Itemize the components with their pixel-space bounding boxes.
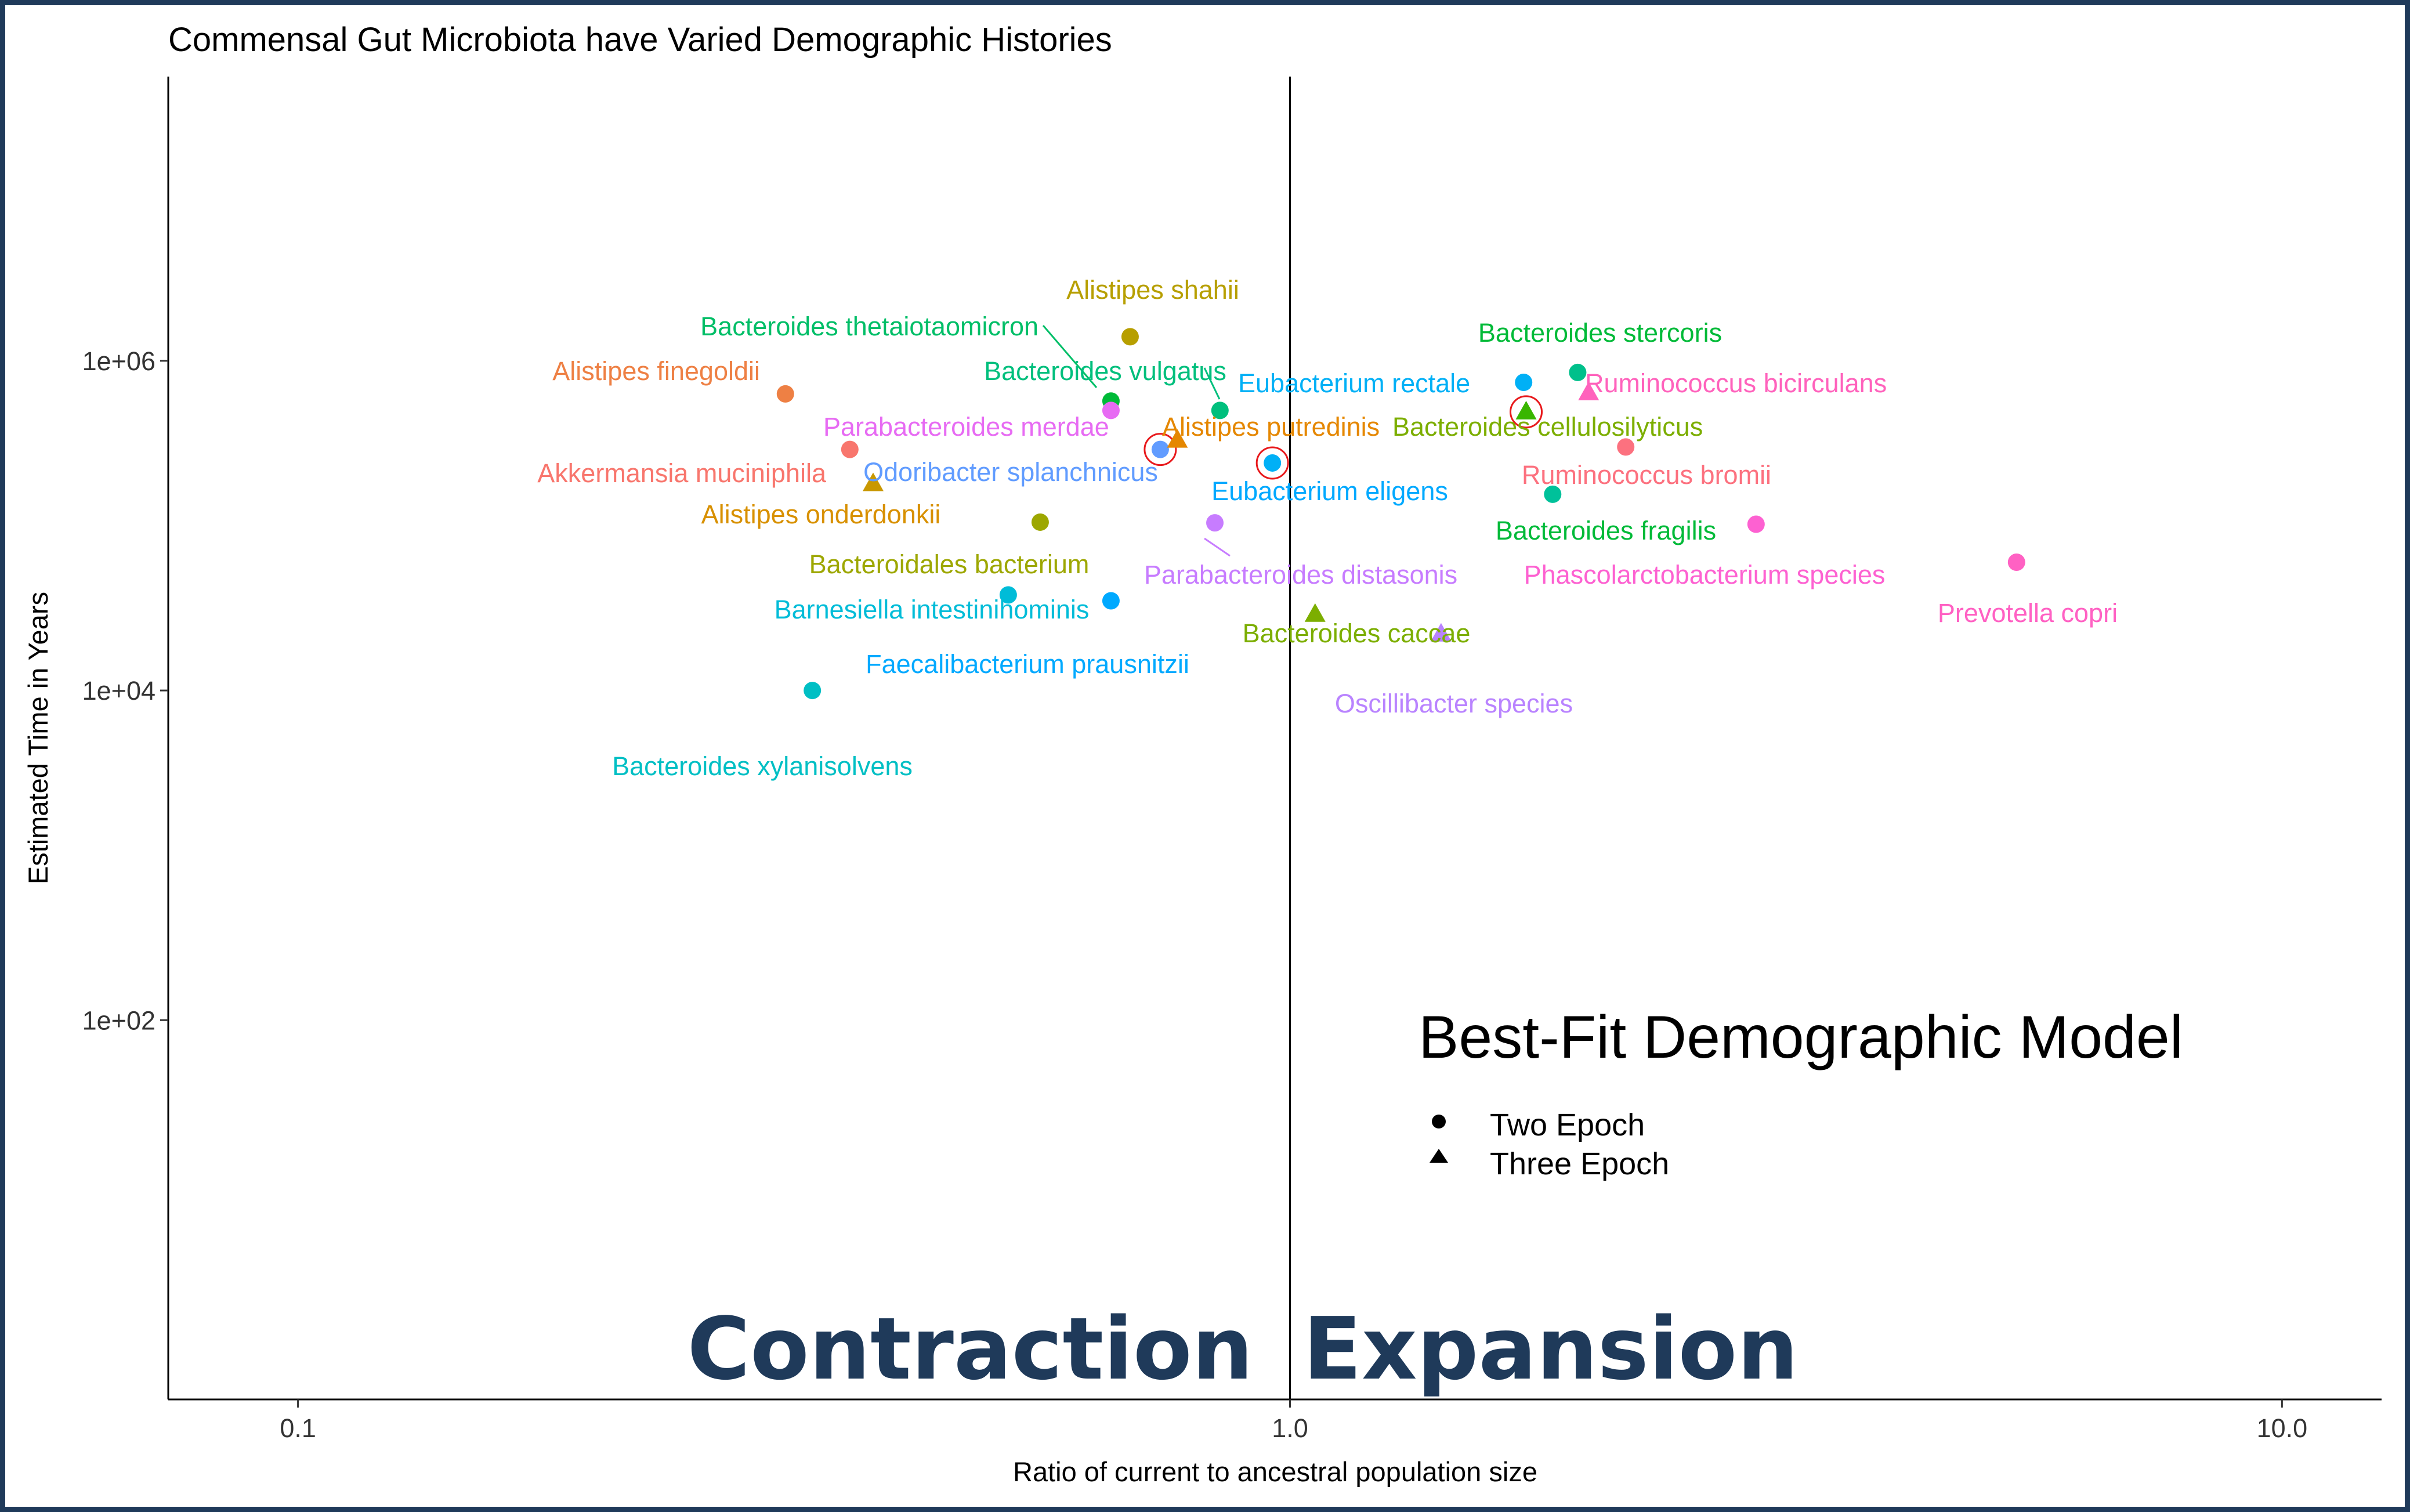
data-point-triangle (862, 472, 884, 491)
point-label: Bacteroides stercoris (1478, 318, 1722, 348)
data-point-circle (1102, 592, 1120, 610)
point-label: Phascolarctobacterium species (1524, 560, 1886, 589)
data-point-circle (1569, 363, 1587, 381)
x-axis-ticks: 0.1 1.0 10.0 (280, 1399, 2307, 1443)
point-label: Alistipes finegoldii (552, 356, 760, 386)
legend-title: Best-Fit Demographic Model (1419, 1004, 2183, 1071)
point-label: Oscillibacter species (1335, 689, 1573, 718)
y-axis-ticks: 1e+02 1e+04 1e+06 (82, 346, 168, 1035)
data-point-circle (804, 682, 822, 700)
chart-title: Commensal Gut Microbiota have Varied Dem… (168, 21, 1112, 59)
data-point-triangle (1167, 429, 1188, 448)
data-point-circle (1264, 454, 1282, 472)
legend: Best-Fit Demographic Model Two Epoch Thr… (1419, 1004, 2183, 1181)
point-label: Parabacteroides distasonis (1144, 560, 1457, 589)
legend-triangle-icon (1430, 1149, 1448, 1163)
point-label: Eubacterium rectale (1238, 368, 1470, 398)
point-labels: Alistipes shahii Bacteroides thetaiotaom… (537, 275, 2118, 781)
data-point-circle (1544, 485, 1562, 503)
highlight-ring (1144, 433, 1177, 466)
y-tick-label: 1e+02 (82, 1005, 155, 1035)
data-point-circle (1151, 440, 1169, 458)
data-point-circle (1031, 513, 1049, 531)
connector-bacteroides-thetaiotaomicron (1042, 325, 1098, 388)
data-point-circle (2007, 553, 2025, 571)
y-tick-label: 1e+04 (82, 676, 155, 706)
data-point-circle (1747, 515, 1765, 533)
data-point-circle (776, 385, 794, 403)
contraction-label: Contraction (687, 1299, 1253, 1399)
point-label: Bacteroides xylanisolvens (612, 751, 913, 781)
data-point-circle (1515, 374, 1533, 392)
data-points (776, 328, 2025, 700)
data-point-triangle (1430, 623, 1452, 642)
x-axis-title: Ratio of current to ancestral population… (1013, 1456, 1537, 1487)
point-label: Akkermansia muciniphila (537, 458, 827, 488)
point-label: Bacteroides cellulosilyticus (1392, 412, 1703, 442)
point-label: Bacteroides vulgatus (984, 356, 1226, 386)
connector-lines (1042, 325, 1231, 557)
data-point-circle (999, 586, 1017, 604)
connector-bacteroides-vulgatus (1203, 367, 1221, 400)
connector-parabacteroides-distasonis (1204, 537, 1231, 557)
point-label: Bacteroides fragilis (1496, 516, 1716, 545)
expansion-label: Expansion (1303, 1299, 1799, 1399)
data-point-triangle (1304, 603, 1326, 622)
point-label: Bacteroides caccae (1243, 618, 1471, 648)
point-label: Alistipes shahii (1066, 275, 1239, 305)
point-label: Bacteroides thetaiotaomicron (700, 312, 1038, 341)
data-point-circle (841, 440, 859, 458)
highlight-ring (1255, 446, 1289, 480)
point-label: Barnesiella intestinihominis (775, 595, 1090, 624)
legend-item-two-epoch: Two Epoch (1490, 1108, 1645, 1142)
data-point-circle (1121, 328, 1139, 346)
point-label: Alistipes onderdonkii (701, 500, 941, 529)
point-label: Ruminococcus bromii (1522, 460, 1771, 490)
x-tick-label: 1.0 (1272, 1413, 1308, 1443)
point-label: Parabacteroides merdae (823, 412, 1109, 442)
y-tick-label: 1e+06 (82, 346, 155, 376)
point-label: Prevotella copri (1938, 598, 2118, 628)
data-point-circle (1206, 514, 1224, 532)
legend-item-three-epoch: Three Epoch (1490, 1146, 1669, 1181)
x-tick-label: 10.0 (2257, 1413, 2308, 1443)
point-label: Eubacterium eligens (1211, 476, 1448, 506)
data-point-triangle (1578, 381, 1600, 400)
legend-circle-icon (1432, 1115, 1446, 1128)
point-label: Alistipes putredinis (1162, 412, 1380, 442)
data-point-triangle (1515, 400, 1537, 419)
point-label: Bacteroidales bacterium (809, 549, 1090, 579)
point-label: Odoribacter splanchnicus (863, 457, 1158, 487)
data-point-circle (1102, 401, 1120, 419)
highlight-ring (1510, 395, 1543, 429)
point-label: Faecalibacterium prausnitzii (866, 649, 1189, 679)
data-point-circle (1211, 401, 1229, 419)
point-label: Ruminococcus bicirculans (1585, 368, 1887, 398)
data-point-circle (1617, 438, 1635, 456)
y-axis-title: Estimated Time in Years (23, 592, 53, 884)
x-tick-label: 0.1 (280, 1413, 316, 1443)
